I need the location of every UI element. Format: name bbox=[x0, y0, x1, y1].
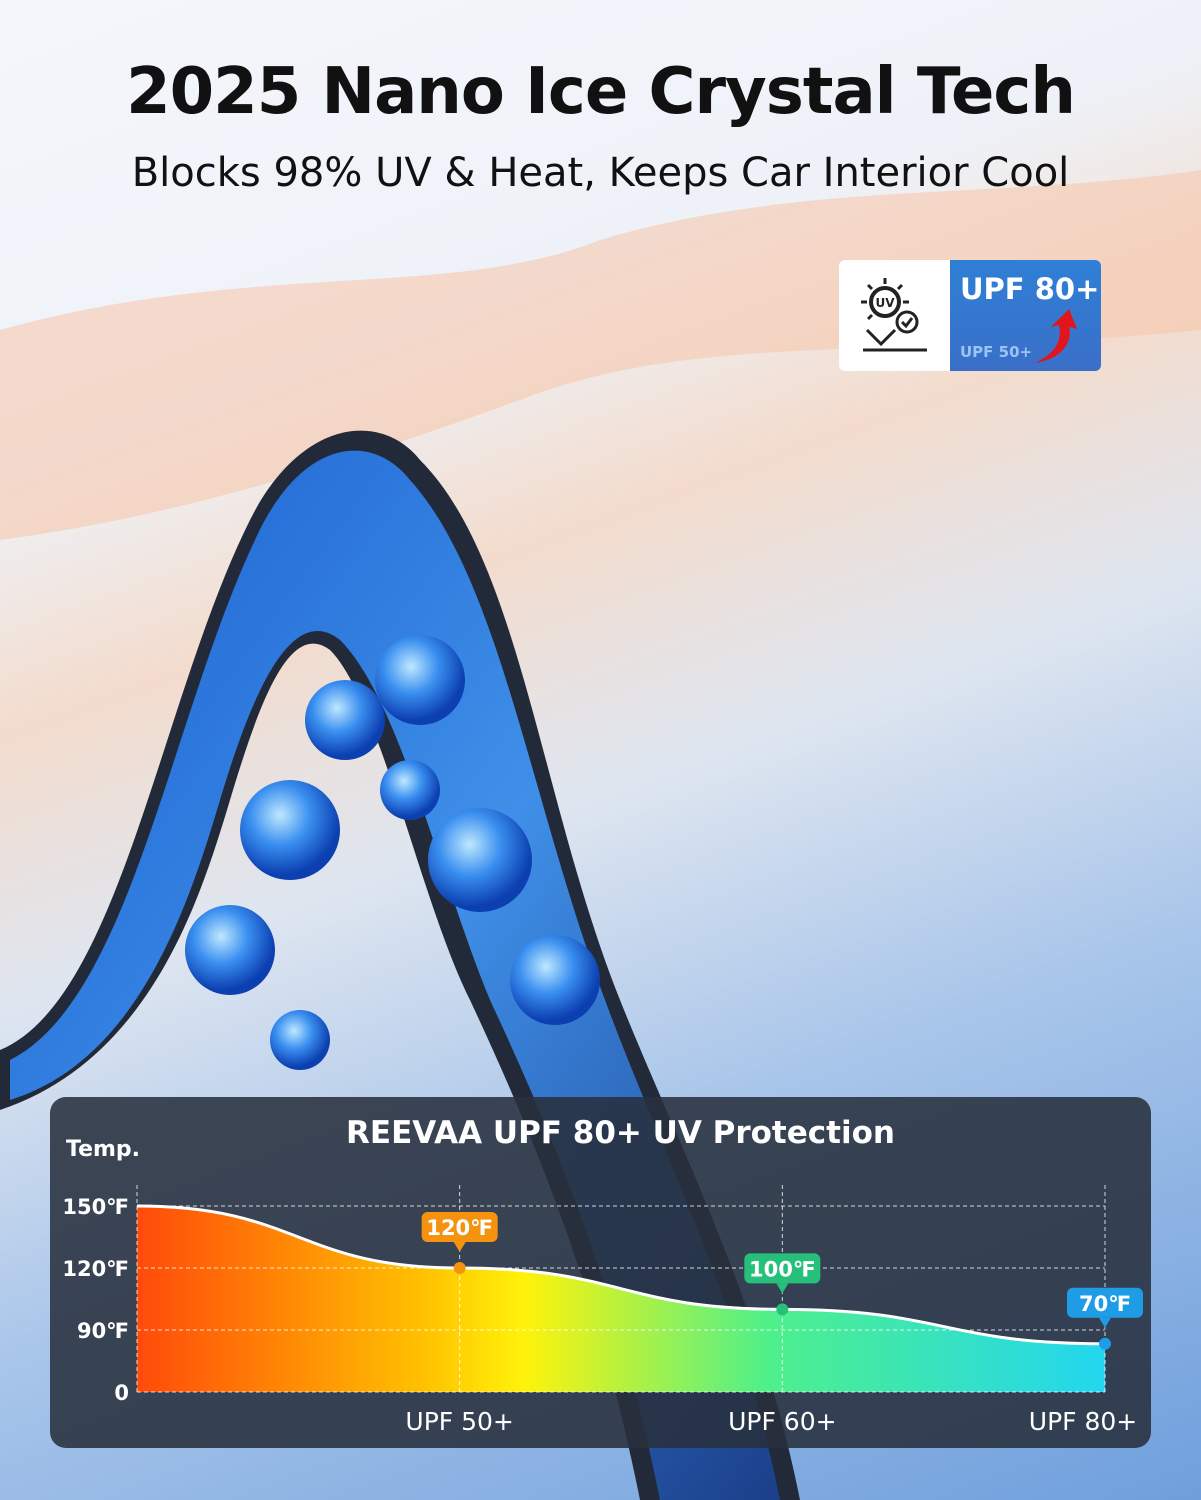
data-label: 120℉ bbox=[426, 1216, 493, 1240]
x-tick-label: UPF 80+ bbox=[1029, 1407, 1137, 1436]
data-label-bubble bbox=[421, 1212, 498, 1242]
chart-title: REEVAA UPF 80+ UV Protection bbox=[346, 1115, 895, 1151]
x-tick-label: UPF 60+ bbox=[728, 1407, 836, 1436]
uv-protection-icon: UV bbox=[860, 277, 927, 351]
y-axis-label: Temp. bbox=[66, 1137, 141, 1162]
data-label-pointer bbox=[1099, 1317, 1111, 1328]
uv-icon-text: UV bbox=[875, 296, 895, 310]
area-fill bbox=[137, 1206, 1105, 1392]
y-tick-label: 120℉ bbox=[62, 1257, 129, 1281]
data-point bbox=[776, 1303, 789, 1316]
upf-80-label: UPF 80+ bbox=[960, 272, 1100, 306]
y-tick-label: 0 bbox=[114, 1381, 129, 1405]
series-line bbox=[136, 1204, 1106, 1346]
x-tick-label: UPF 50+ bbox=[405, 1407, 513, 1436]
data-label-bubble bbox=[1067, 1287, 1143, 1318]
data-label: 70℉ bbox=[1079, 1292, 1131, 1316]
data-label-pointer bbox=[776, 1283, 789, 1294]
data-point bbox=[1099, 1337, 1111, 1350]
subheadline: Blocks 98% UV & Heat, Keeps Car Interior… bbox=[131, 150, 1070, 196]
headline: 2025 Nano Ice Crystal Tech bbox=[126, 55, 1076, 129]
data-label-bubble bbox=[744, 1253, 821, 1284]
chart-panel: REEVAA UPF 80+ UV Protection Temp. 150℉ 1… bbox=[50, 1097, 1151, 1448]
upf-50-label: UPF 50+ bbox=[960, 343, 1033, 361]
y-tick-label: 90℉ bbox=[77, 1319, 129, 1343]
data-label-pointer bbox=[453, 1242, 466, 1252]
red-up-arrow-icon bbox=[1035, 309, 1077, 363]
y-tick-label: 150℉ bbox=[62, 1195, 129, 1219]
data-point bbox=[453, 1262, 466, 1274]
temperature-chart: 150℉ 120℉ 90℉ 0 UPF 50+ UPF 60+ UPF 80+ 120℉ 100… bbox=[62, 1185, 1143, 1436]
upf-badge: UV UPF 80+ UPF 50+ bbox=[839, 260, 1101, 371]
data-label: 100℉ bbox=[749, 1257, 816, 1281]
